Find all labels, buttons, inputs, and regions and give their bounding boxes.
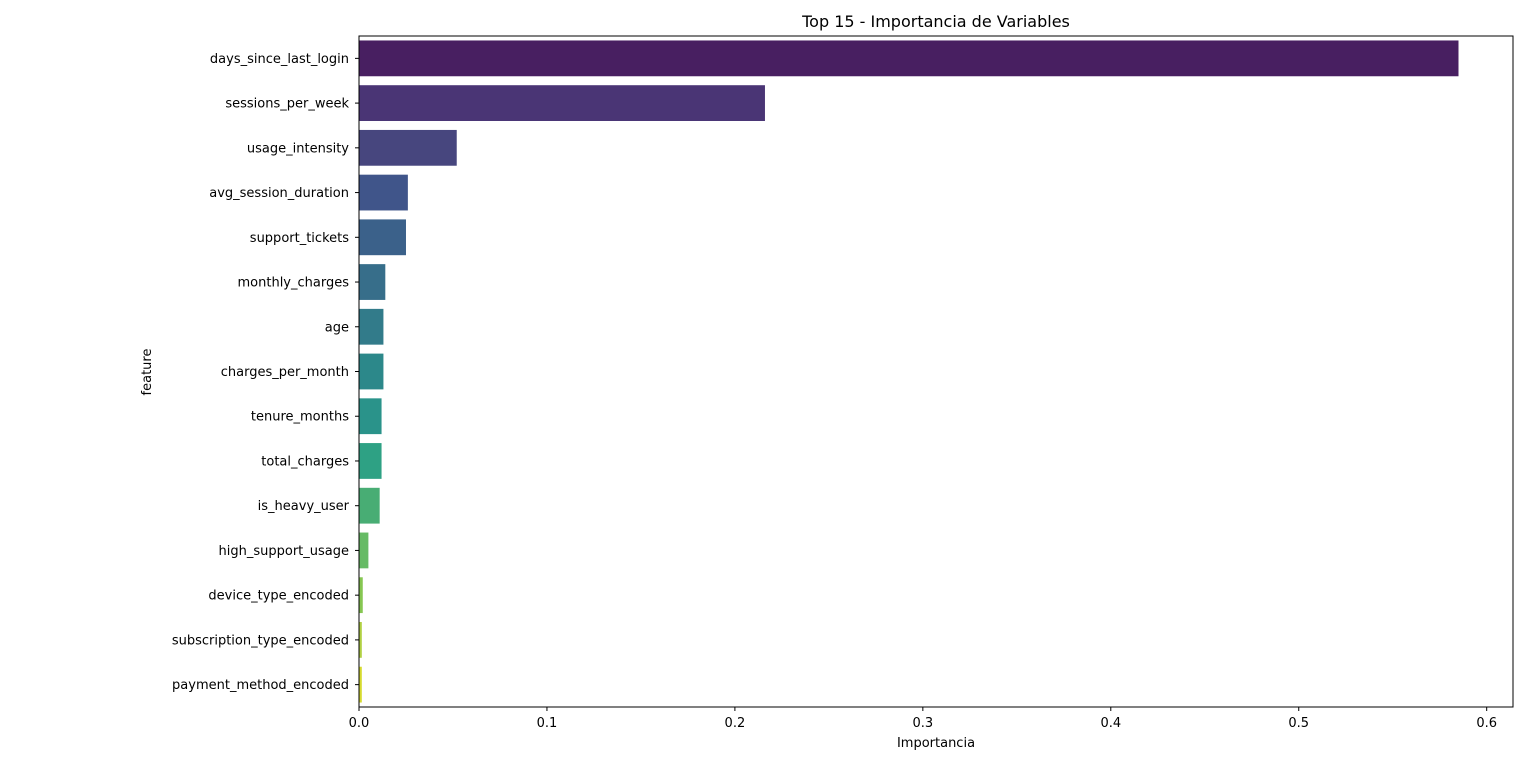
y-axis-label: feature [140, 349, 155, 396]
x-tick-label: 0.0 [349, 716, 370, 731]
bar-tenure-months [359, 398, 382, 435]
y-tick-label: is_heavy_user [258, 499, 350, 514]
y-tick-label: high_support_usage [219, 544, 349, 559]
x-tick-label: 0.5 [1288, 716, 1309, 731]
y-tick-label: support_tickets [250, 231, 349, 246]
bar-total-charges [359, 443, 382, 479]
y-tick-label: monthly_charges [238, 276, 350, 291]
bar-support-tickets [359, 219, 406, 256]
bar-charges-per-month [359, 353, 384, 390]
y-tick-label: total_charges [261, 454, 349, 469]
y-tick-label: age [325, 320, 349, 335]
x-tick-label: 0.6 [1476, 716, 1497, 731]
x-tick-label: 0.3 [912, 716, 933, 731]
bar-sessions-per-week [359, 85, 765, 121]
y-tick-label: subscription_type_encoded [172, 633, 349, 648]
y-tick-label: tenure_months [251, 410, 349, 425]
x-axis-ticks: 0.0 0.1 0.2 0.3 0.4 0.5 0.6 [349, 707, 1497, 731]
bar-age [359, 308, 384, 345]
chart-title: Top 15 - Importancia de Variables [801, 12, 1070, 31]
bars-group [359, 40, 1459, 703]
bar-high-support-usage [359, 532, 369, 569]
bar-is-heavy-user [359, 487, 380, 524]
x-tick-label: 0.1 [537, 716, 558, 731]
x-axis-label: Importancia [897, 736, 975, 751]
y-tick-label: device_type_encoded [208, 589, 349, 604]
x-tick-label: 0.2 [725, 716, 746, 731]
y-axis-ticks: days_since_last_login sessions_per_weekus… [172, 52, 359, 693]
bar-payment-method-encoded [359, 666, 362, 703]
bar-monthly-charges [359, 264, 386, 300]
bar-days-since-last-login [359, 40, 1459, 77]
x-tick-label: 0.4 [1100, 716, 1121, 731]
bar-subscription-type-encoded [359, 622, 362, 658]
y-tick-label: payment_method_encoded [172, 678, 349, 693]
plot-frame [358, 35, 1514, 708]
y-tick-label: sessions_per_week [225, 97, 349, 112]
bar-usage-intensity [359, 129, 457, 166]
y-tick-label: usage_intensity [247, 141, 349, 156]
y-tick-label: charges_per_month [221, 365, 349, 380]
y-tick-label: days_since_last_login [210, 52, 349, 67]
y-tick-label: avg_session_duration [209, 186, 349, 201]
bar-device-type-encoded [359, 577, 363, 614]
bar-avg-session-duration [359, 174, 408, 211]
